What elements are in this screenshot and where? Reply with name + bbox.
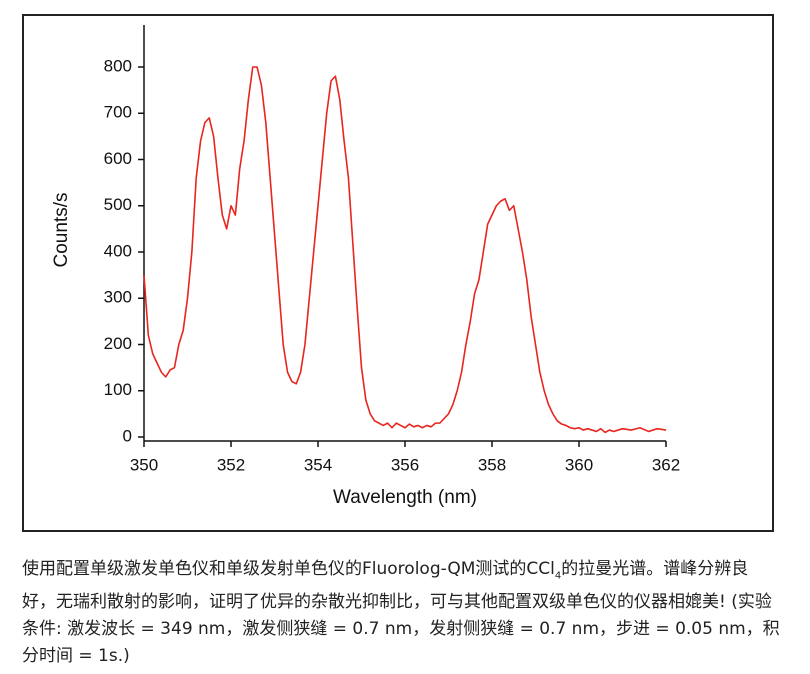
caption-text: 的拉曼光谱。谱峰分辨良好，无瑞利散射的影响，证明了优异的杂散光抑制比，可与其他配…	[22, 559, 780, 667]
x-tick-label: 352	[217, 455, 245, 474]
x-tick-label: 354	[304, 455, 332, 474]
y-tick-label: 700	[104, 103, 132, 122]
y-tick-label: 800	[104, 56, 132, 75]
chart-frame	[22, 14, 774, 532]
y-tick-label: 300	[104, 288, 132, 307]
x-tick-label: 362	[652, 455, 680, 474]
y-tick-label: 400	[104, 241, 132, 260]
y-tick-label: 600	[104, 149, 132, 168]
x-tick-label: 360	[565, 455, 593, 474]
y-tick-label: 200	[104, 334, 132, 353]
x-tick-label: 356	[391, 455, 419, 474]
y-axis-title: Counts/s	[51, 193, 72, 268]
y-tick-label: 500	[104, 195, 132, 214]
y-tick-label: 100	[104, 380, 132, 399]
x-axis-title: Wavelength (nm)	[333, 487, 477, 508]
caption-subscript: 4	[554, 570, 562, 582]
caption-text: 使用配置单级激发单色仪和单级发射单色仪的Fluorolog-QM测试的CCl	[22, 559, 555, 579]
y-tick-label: 0	[123, 426, 132, 445]
spectrum-line	[143, 66, 667, 434]
caption: 使用配置单级激发单色仪和单级发射单色仪的Fluorolog-QM测试的CCl4的…	[22, 556, 782, 670]
chart: Wavelength (nm) Counts/s 0 100 200 300 400 50…	[51, 25, 680, 508]
x-tick-label: 358	[478, 455, 506, 474]
x-tick-label: 350	[130, 455, 158, 474]
